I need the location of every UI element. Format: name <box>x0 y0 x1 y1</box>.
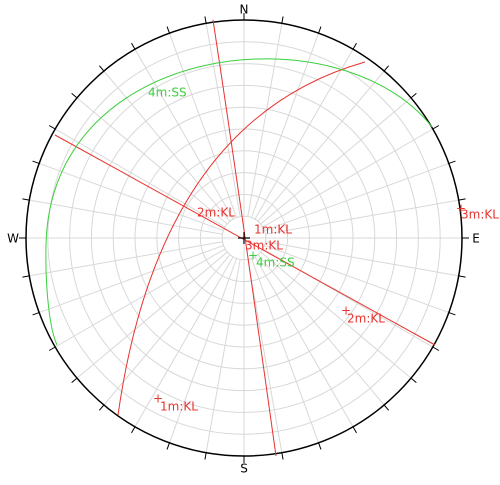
grid-spoke <box>257 70 385 222</box>
tick <box>318 26 322 34</box>
ticks <box>19 13 469 463</box>
plot-label: 3m:KL <box>245 239 283 253</box>
tick <box>458 275 466 278</box>
tick <box>98 404 105 411</box>
tick <box>410 92 417 99</box>
plot-label: 4m:SS <box>148 86 187 100</box>
grid-spoke <box>54 248 226 348</box>
primitive-circle <box>25 19 463 457</box>
grid-spoke <box>254 48 354 220</box>
compass-east: E <box>472 232 480 246</box>
tick <box>71 92 78 99</box>
grid-spoke <box>205 23 241 217</box>
pole-marker: + <box>153 392 163 406</box>
grid-spoke <box>264 162 450 232</box>
tick <box>432 346 440 351</box>
grid-spoke <box>134 256 234 428</box>
plot-label: 4m:SS <box>256 256 295 270</box>
grid-spoke <box>76 97 228 225</box>
grid-spoke <box>29 241 223 277</box>
grid-spoke <box>38 162 224 232</box>
tick <box>281 16 284 24</box>
tick <box>22 275 30 278</box>
tick <box>410 377 417 384</box>
pole-marker: + <box>341 304 351 318</box>
grid-spoke <box>103 70 231 222</box>
compass-west: W <box>7 232 19 246</box>
great-circle <box>54 134 436 346</box>
tick <box>166 26 170 34</box>
grid-spoke <box>264 244 450 314</box>
grid-spoke <box>29 199 223 235</box>
grid-spoke <box>260 97 412 225</box>
grid-spoke <box>260 251 412 379</box>
great-circle <box>45 58 433 346</box>
pole-marker: + <box>248 249 258 263</box>
tick <box>166 442 170 450</box>
grid-spoke <box>76 251 228 379</box>
plot-label: 2m:KL <box>347 312 385 326</box>
grid-spoke <box>103 254 231 406</box>
grid-spoke <box>168 32 238 218</box>
grid-spoke <box>265 199 459 235</box>
grid-spoke <box>54 128 226 228</box>
plot-label: 1m:KL <box>160 400 198 414</box>
grid-spoke <box>257 254 385 406</box>
grid-spoke <box>250 32 320 218</box>
tick <box>352 42 357 50</box>
tick <box>281 452 284 460</box>
tick <box>48 346 56 351</box>
compass-south: S <box>240 462 248 476</box>
plot-label: 1m:KL <box>254 223 292 237</box>
tick <box>32 160 40 164</box>
tick <box>204 16 207 24</box>
compass-north: N <box>240 3 249 17</box>
grid-spoke <box>134 48 234 220</box>
plot-labels: 4m:SS2m:KL1m:KL3m:KL+4m:SS+2m:KL+1m:KL+3… <box>148 86 499 414</box>
plot-label: 3m:KL <box>461 208 499 222</box>
grid-spoke <box>250 258 320 444</box>
tick <box>383 65 390 72</box>
grid-spoke <box>265 241 459 277</box>
grid-spoke <box>247 23 283 217</box>
tick <box>458 198 466 201</box>
tick <box>352 426 357 434</box>
tick <box>204 452 207 460</box>
great-circle <box>117 61 366 416</box>
center-mark <box>238 232 250 244</box>
grid-spoke <box>262 128 434 228</box>
grid-spoke <box>38 244 224 314</box>
grid-spoke <box>168 258 238 444</box>
tick <box>48 125 56 130</box>
grid-spoke <box>205 259 241 453</box>
tick <box>131 42 136 50</box>
grid-spoke <box>254 256 354 428</box>
tick <box>131 426 136 434</box>
tick <box>71 377 78 384</box>
tick <box>318 442 322 450</box>
plot-label: 2m:KL <box>197 206 235 220</box>
grid-spoke <box>247 259 283 453</box>
tick <box>22 198 30 201</box>
tick <box>448 160 456 164</box>
tick <box>448 312 456 316</box>
tick <box>32 312 40 316</box>
tick <box>432 125 440 130</box>
tick <box>383 404 390 411</box>
tick <box>98 65 105 72</box>
pole-marker: + <box>456 202 466 216</box>
